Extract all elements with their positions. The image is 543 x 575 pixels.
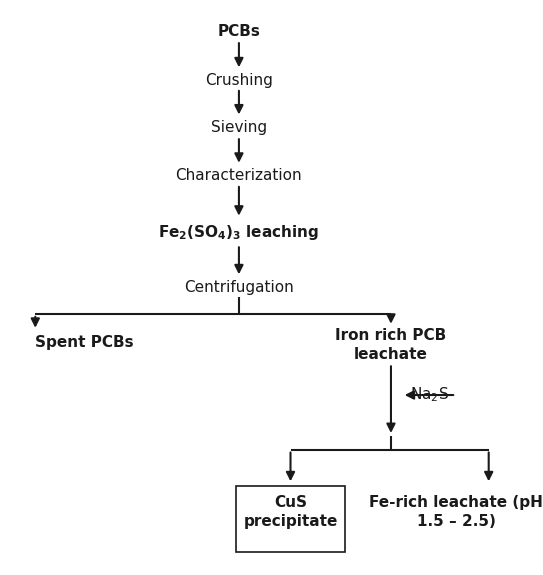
Bar [236,486,345,552]
Text: CuS
precipitate: CuS precipitate [243,495,338,528]
Text: Fe-rich leachate (pH
1.5 – 2.5): Fe-rich leachate (pH 1.5 – 2.5) [369,495,543,528]
Text: Centrifugation: Centrifugation [184,280,294,295]
Text: Crushing: Crushing [205,73,273,88]
Text: PCBs: PCBs [218,24,260,39]
Text: Characterization: Characterization [175,168,302,183]
Text: Sieving: Sieving [211,120,267,135]
Text: Iron rich PCB
leachate: Iron rich PCB leachate [336,328,446,362]
Text: Spent PCBs: Spent PCBs [35,335,134,350]
Text: $\mathbf{Fe_2(SO_4)_3}$ $\mathbf{leaching}$: $\mathbf{Fe_2(SO_4)_3}$ $\mathbf{leachin… [159,223,319,243]
Text: $\mathrm{Na_2S}$: $\mathrm{Na_2S}$ [410,386,449,404]
